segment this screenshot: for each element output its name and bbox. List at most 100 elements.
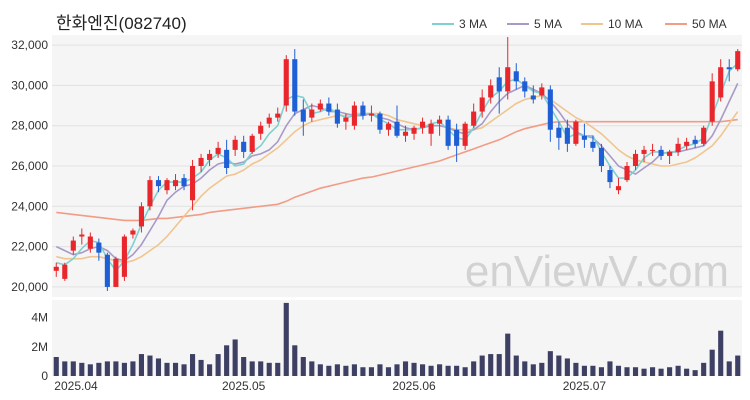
volume-bar (624, 367, 630, 376)
volume-bar (513, 355, 519, 376)
volume-bar (667, 367, 673, 376)
volume-bar (147, 355, 153, 376)
candle-body (530, 95, 536, 100)
volume-bar (190, 354, 196, 376)
legend-label: 50 MA (692, 17, 727, 31)
candle-body (462, 123, 468, 146)
volume-bar (334, 364, 340, 376)
volume-bar (258, 361, 264, 376)
candle-body (411, 127, 417, 134)
volume-bar (172, 362, 179, 376)
candle-body (573, 121, 579, 144)
volume-tick-label: 2M (31, 340, 48, 354)
candle-body (96, 242, 102, 253)
candle-body (479, 97, 485, 112)
candle-body (62, 264, 68, 279)
volume-bar (488, 354, 494, 376)
volume-bar (53, 357, 59, 376)
volume-bar (394, 364, 400, 376)
candle-body (496, 77, 502, 92)
candle-body (581, 135, 587, 140)
candle-body (334, 109, 340, 124)
volume-bar (411, 362, 417, 376)
candle-body (190, 166, 196, 201)
candle-body (326, 103, 332, 112)
volume-bar (309, 361, 315, 376)
volume-bar (292, 345, 298, 376)
volume-tick-label: 4M (31, 311, 48, 325)
volume-bar (564, 358, 570, 376)
candle-body (224, 149, 230, 169)
legend-label: 10 MA (608, 17, 643, 31)
volume-bar (249, 361, 255, 376)
candle-body (343, 117, 349, 122)
candle-body (198, 157, 204, 166)
volume-bar (718, 330, 724, 376)
volume-bar (79, 362, 85, 376)
volume-bar (522, 361, 528, 376)
candle-body (641, 149, 647, 154)
candle-body (377, 113, 383, 130)
candle-body (258, 125, 264, 134)
volume-bar (138, 354, 144, 376)
volume-bar (573, 362, 579, 376)
candle-body (692, 139, 698, 144)
candle-body (624, 166, 630, 181)
candle-body (488, 85, 494, 98)
price-tick-label: 30,000 (11, 78, 48, 92)
date-axis: 2025.04 2025.05 2025.06 2025.07 (54, 379, 606, 393)
volume-bar (684, 368, 690, 376)
volume-bar (556, 355, 562, 376)
candle-body (300, 109, 306, 122)
volume-bar (692, 370, 698, 376)
candle-body (215, 147, 221, 154)
volume-bar (300, 357, 306, 376)
legend-label: 3 MA (459, 17, 487, 31)
candle-body (726, 67, 732, 70)
candle-body (701, 127, 707, 144)
candle-body (292, 59, 298, 112)
candle-body (513, 71, 519, 82)
candle-body (232, 139, 238, 150)
candle-body (650, 149, 656, 151)
candles (53, 37, 741, 291)
candle-body (667, 151, 673, 156)
volume-bar (121, 362, 127, 376)
candle-body (564, 127, 570, 144)
candle-body (113, 258, 119, 287)
volume-bar (317, 364, 323, 376)
candle-body (164, 180, 170, 191)
volume-bar (351, 364, 357, 376)
volume-bar (709, 349, 715, 376)
volume-bar (224, 345, 230, 376)
ma50-line (56, 118, 738, 222)
volume-bar (181, 364, 187, 376)
volume-bar (607, 361, 613, 376)
candle-body (70, 240, 76, 251)
candle-body (505, 67, 511, 92)
volume-bar (360, 367, 366, 376)
volume-bar (496, 354, 502, 376)
candle-body (121, 236, 127, 277)
legend-label: 5 MA (534, 17, 562, 31)
candle-body (547, 89, 553, 130)
volume-bar (581, 365, 587, 376)
date-tick-label: 2025.05 (222, 379, 266, 393)
volume-bar (735, 355, 741, 376)
candle-body (590, 141, 596, 148)
candle-body (309, 109, 315, 118)
volume-bar (420, 364, 426, 376)
volume-bar (241, 357, 247, 376)
volume-bar (275, 362, 281, 376)
candle-body (172, 180, 179, 187)
price-tick-label: 28,000 (11, 119, 48, 133)
candle-body (385, 123, 392, 130)
watermark: enViewV.com (465, 247, 729, 296)
volume-bar (70, 361, 76, 376)
candle-body (87, 236, 93, 249)
volume-axis: 0 2M 4M (31, 311, 48, 383)
price-tick-label: 26,000 (11, 159, 48, 173)
chart-title: 한화엔진(082740) (56, 14, 187, 33)
volume-tick-label: 0 (41, 369, 48, 383)
